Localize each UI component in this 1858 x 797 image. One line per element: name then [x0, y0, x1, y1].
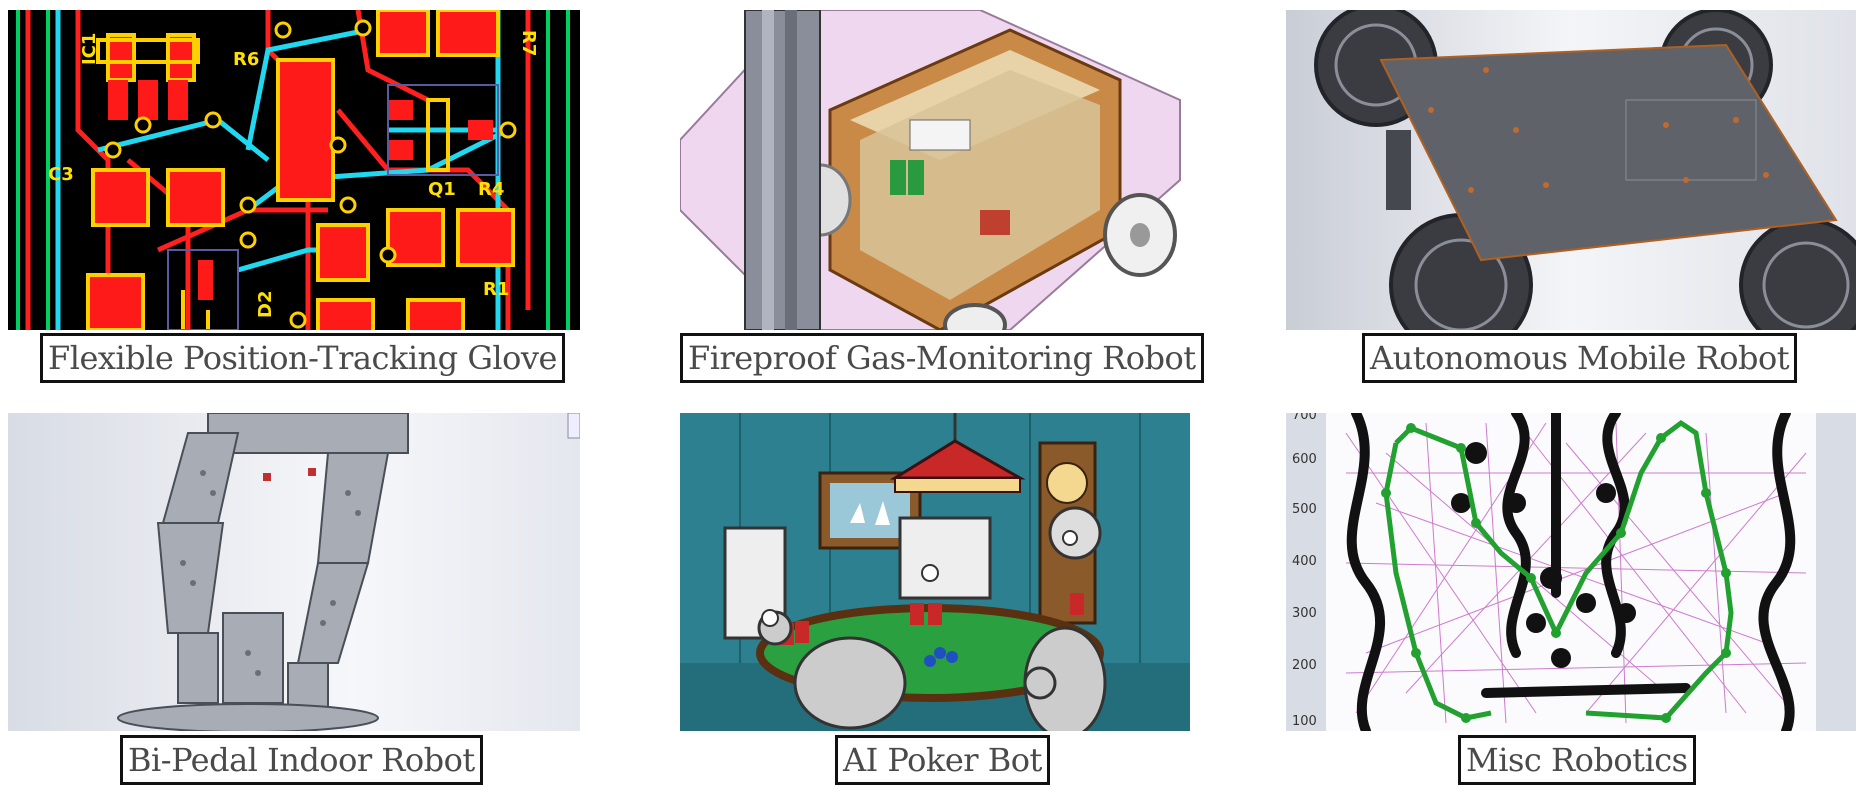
y-tick-label: 200 [1292, 658, 1317, 673]
y-tick-label: 400 [1292, 554, 1317, 569]
project-card-misc[interactable]: 700 600 500 400 300 200 100 Misc Robotic… [1286, 413, 1856, 793]
project-card-glove[interactable]: IC1 R6 R7 C3 Q1 R4 R1 D2 Flexible Positi… [8, 10, 580, 390]
y-tick-label: 700 [1292, 413, 1317, 423]
project-card-biped[interactable]: Bi-Pedal Indoor Robot [8, 413, 580, 793]
y-tick-label: 500 [1292, 502, 1317, 517]
pcb-label: IC1 [79, 33, 100, 65]
project-title[interactable]: Bi-Pedal Indoor Robot [120, 735, 483, 785]
pcb-label: D2 [255, 291, 276, 318]
y-tick-label: 600 [1292, 452, 1317, 467]
project-card-gas-robot[interactable]: Fireproof Gas-Monitoring Robot [680, 10, 1204, 390]
pcb-label: Q1 [428, 179, 456, 200]
project-title[interactable]: Autonomous Mobile Robot [1362, 333, 1798, 383]
project-card-mobile-robot[interactable]: Autonomous Mobile Robot [1286, 10, 1856, 390]
pcb-label: R7 [518, 30, 539, 56]
project-title[interactable]: Fireproof Gas-Monitoring Robot [680, 333, 1204, 383]
path-planning-plot: 700 600 500 400 300 200 100 [1286, 413, 1856, 731]
biped-robot-cad-image [8, 413, 580, 731]
project-title[interactable]: Flexible Position-Tracking Glove [40, 333, 565, 383]
project-title[interactable]: Misc Robotics [1458, 735, 1696, 785]
y-tick-label: 300 [1292, 606, 1317, 621]
pcb-label: C3 [48, 164, 74, 185]
mobile-robot-cad-image [1286, 10, 1856, 330]
robot-cad-image [680, 10, 1190, 330]
y-tick-label: 100 [1292, 714, 1317, 729]
pcb-label: R4 [478, 179, 504, 200]
pcb-label: R1 [483, 279, 509, 300]
project-title[interactable]: AI Poker Bot [835, 735, 1050, 785]
pcb-label: R6 [233, 49, 259, 70]
poker-robots-illustration [680, 413, 1190, 731]
project-card-poker[interactable]: AI Poker Bot [680, 413, 1190, 793]
pcb-layout-image: IC1 R6 R7 C3 Q1 R4 R1 D2 [8, 10, 580, 330]
